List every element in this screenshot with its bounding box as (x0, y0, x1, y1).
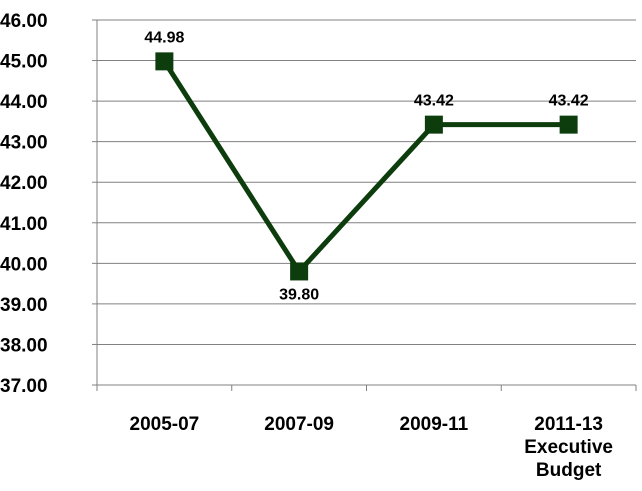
y-tick-label: 41.00 (0, 214, 48, 235)
y-tick-label: 44.00 (0, 92, 48, 113)
data-label: 43.42 (414, 93, 454, 110)
y-tick-labels: 37.00 38.00 39.00 40.00 41.00 42.00 43.00 44.00… (0, 11, 48, 397)
y-tick-label: 40.00 (0, 254, 48, 275)
data-point-marker (559, 115, 578, 134)
data-label: 39.80 (279, 286, 319, 303)
axes (96, 20, 637, 391)
y-tick-label: 39.00 (0, 295, 48, 316)
y-tick-label: 43.00 (0, 133, 48, 154)
data-label: 43.42 (549, 93, 589, 110)
x-tick-label-line: 2011-13 (534, 414, 603, 435)
gridlines (92, 19, 636, 386)
y-tick-label: 42.00 (0, 173, 48, 194)
x-tick-label-line: 2007-09 (264, 414, 334, 435)
series (155, 52, 578, 281)
x-tick-label: 2009-11 (400, 414, 469, 435)
x-tick-label-line: Budget (536, 460, 602, 481)
x-tick-label: 2011-13 Executive Budget (524, 414, 613, 481)
x-tick-label: 2007-09 (264, 414, 334, 435)
x-tick-label-line: Executive (524, 437, 613, 458)
data-point-marker (155, 52, 174, 71)
y-tick-label: 45.00 (0, 52, 48, 73)
x-tick-labels: 2005-07 2007-09 2009-11 2011-13 Executive Bud… (130, 414, 613, 481)
data-labels: 44.98 39.80 43.42 43.42 (144, 29, 588, 303)
x-tick-label-line: 2005-07 (130, 414, 200, 435)
y-tick-label: 46.00 (0, 11, 48, 32)
data-point-marker (424, 115, 443, 134)
x-tick-label: 2005-07 (130, 414, 200, 435)
y-tick-label: 38.00 (0, 335, 48, 356)
series-line (162, 60, 569, 274)
y-tick-label: 37.00 (0, 376, 48, 397)
x-tick-label-line: 2009-11 (400, 414, 469, 435)
data-point-marker (290, 262, 309, 281)
data-label: 44.98 (144, 29, 184, 46)
